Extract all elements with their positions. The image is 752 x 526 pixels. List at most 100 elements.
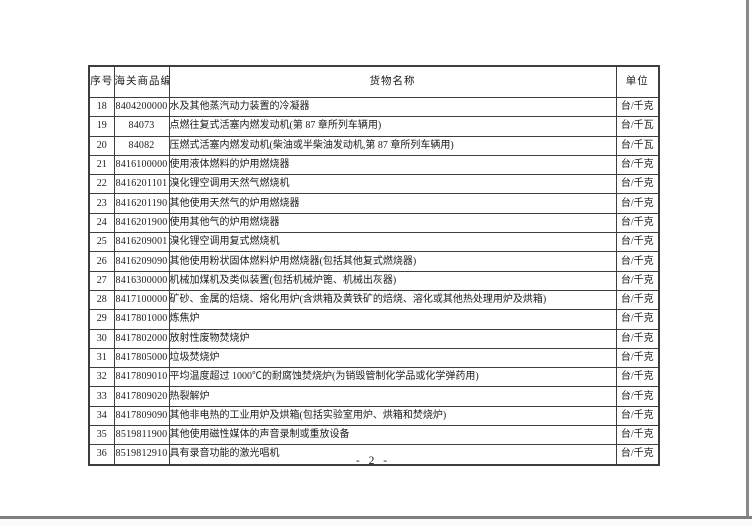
row-name-cell: 其他使用磁性媒体的声音录制或重放设备 [168, 425, 617, 446]
table-row: 35 8519811900 其他使用磁性媒体的声音录制或重放设备 台/千克 [88, 425, 660, 446]
row-name-cell: 热裂解炉 [168, 386, 617, 407]
row-serial-cell: 18 [88, 96, 115, 118]
row-name-cell: 炼焦炉 [168, 309, 617, 330]
row-serial-cell: 33 [88, 386, 115, 407]
row-unit-cell: 台/千克 [615, 386, 660, 407]
scan-edge-right [746, 0, 749, 519]
row-name-cell: 具有录音功能的激光唱机 [168, 444, 617, 466]
column-header-unit: 单位 [615, 65, 660, 98]
row-unit-cell: 台/千克 [615, 270, 660, 291]
column-header-goods-name: 货物名称 [168, 65, 617, 98]
row-unit-cell: 台/千克 [615, 232, 660, 253]
row-code-cell: 8519812910 [113, 444, 170, 466]
row-code-cell: 8417801000 [113, 309, 170, 330]
row-code-cell: 84073 [113, 116, 170, 137]
column-header-customs-code: 海关商品编号 [113, 65, 170, 98]
row-serial-cell: 24 [88, 212, 115, 234]
row-name-cell: 水及其他蒸汽动力装置的冷凝器 [168, 96, 617, 118]
table-row: 27 8416300000 机械加煤机及类似装置(包括机械炉篦、机械出灰器) 台/千克 [88, 270, 660, 291]
row-name-cell: 其他使用粉状固体燃料炉用燃烧器(包括其他复式燃烧器) [168, 251, 617, 272]
table-row: 20 84082 压燃式活塞内燃发动机(柴油或半柴油发动机,第 87 章所列车辆用)… [88, 135, 660, 156]
table-row: 32 8417809010 平均温度超过 1000℃的耐腐蚀焚烧炉(为销毁管制化学品… [88, 367, 660, 388]
table-row: 22 8416201101 溴化锂空调用天然气燃烧机 台/千克 [88, 174, 660, 195]
table-row: 33 8417809020 热裂解炉 台/千克 [88, 386, 660, 407]
row-unit-cell: 台/千克 [615, 444, 660, 466]
row-serial-cell: 32 [88, 367, 115, 388]
row-unit-cell: 台/千克 [615, 96, 660, 118]
row-name-cell: 其他非电热的工业用炉及烘箱(包括实验室用炉、烘箱和焚烧炉) [168, 405, 617, 427]
row-unit-cell: 台/千克 [615, 425, 660, 446]
row-unit-cell: 台/千克 [615, 251, 660, 272]
scan-edge-bottom [0, 516, 752, 519]
table-row: 36 8519812910 具有录音功能的激光唱机 台/千克 [88, 444, 660, 466]
row-unit-cell: 台/千克 [615, 328, 660, 349]
row-serial-cell: 19 [88, 116, 115, 137]
row-serial-cell: 26 [88, 251, 115, 272]
row-unit-cell: 台/千克 [615, 154, 660, 176]
row-unit-cell: 台/千克 [615, 405, 660, 427]
row-code-cell: 8417809090 [113, 405, 170, 427]
customs-goods-table: 序号 海关商品编号 货物名称 单位 188404200000水及其他蒸汽动力装置… [88, 65, 660, 466]
row-unit-cell: 台/千瓦 [615, 135, 660, 156]
row-name-cell: 点燃往复式活塞内燃发动机(第 87 章所列车辆用) [168, 116, 617, 137]
row-name-cell: 垃圾焚烧炉 [168, 347, 617, 369]
table-row: 25 8416209001 溴化锂空调用复式燃烧机 台/千克 [88, 232, 660, 253]
row-unit-cell: 台/千克 [615, 289, 660, 311]
row-code-cell: 84082 [113, 135, 170, 156]
row-code-cell: 8416100000 [113, 154, 170, 176]
row-code-cell: 8416209001 [113, 232, 170, 253]
row-unit-cell: 台/千克 [615, 212, 660, 234]
row-name-cell: 压燃式活塞内燃发动机(柴油或半柴油发动机,第 87 章所列车辆用) [168, 135, 617, 156]
table-row: 18 8404200000 水及其他蒸汽动力装置的冷凝器 台/千克 [88, 96, 660, 118]
row-unit-cell: 台/千克 [615, 193, 660, 214]
table-row: 34 8417809090 其他非电热的工业用炉及烘箱(包括实验室用炉、烘箱和焚烧炉… [88, 405, 660, 427]
row-name-cell: 机械加煤机及类似装置(包括机械炉篦、机械出灰器) [168, 270, 617, 291]
row-code-cell: 8417809010 [113, 367, 170, 388]
row-unit-cell: 台/千瓦 [615, 116, 660, 137]
row-code-cell: 8416201190 [113, 193, 170, 214]
row-name-cell: 溴化锂空调用天然气燃烧机 [168, 174, 617, 195]
row-code-cell: 8416201900 [113, 212, 170, 234]
table-header-row: 序号 海关商品编号 货物名称 单位 [88, 65, 660, 98]
row-serial-cell: 25 [88, 232, 115, 253]
row-serial-cell: 27 [88, 270, 115, 291]
row-unit-cell: 台/千克 [615, 309, 660, 330]
table-row: 28 8417100000 矿砂、金属的焙烧、熔化用炉(含烘箱及黄铁矿的焙烧、溶化或… [88, 289, 660, 311]
row-code-cell: 8417100000 [113, 289, 170, 311]
row-name-cell: 矿砂、金属的焙烧、熔化用炉(含烘箱及黄铁矿的焙烧、溶化或其他热处理用炉及烘箱) [168, 289, 617, 311]
table-body: 18 8404200000 水及其他蒸汽动力装置的冷凝器 台/千克 19 84073 点燃往… [88, 96, 660, 466]
row-name-cell: 使用液体燃料的炉用燃烧器 [168, 154, 617, 176]
row-serial-cell: 31 [88, 347, 115, 369]
row-name-cell: 放射性废物焚烧炉 [168, 328, 617, 349]
table-row: 24 8416201900 使用其他气的炉用燃烧器 台/千克 [88, 212, 660, 234]
row-serial-cell: 23 [88, 193, 115, 214]
row-name-cell: 使用其他气的炉用燃烧器 [168, 212, 617, 234]
row-serial-cell: 20 [88, 135, 115, 156]
row-serial-cell: 21 [88, 154, 115, 176]
row-unit-cell: 台/千克 [615, 347, 660, 369]
row-serial-cell: 34 [88, 405, 115, 427]
table-row: 31 8417805000 垃圾焚烧炉 台/千克 [88, 347, 660, 369]
table-row: 29 8417801000 炼焦炉 台/千克 [88, 309, 660, 330]
table-row: 26 8416209090 其他使用粉状固体燃料炉用燃烧器(包括其他复式燃烧器) 台/… [88, 251, 660, 272]
row-code-cell: 8417802000 [113, 328, 170, 349]
row-serial-cell: 22 [88, 174, 115, 195]
table-row: 23 8416201190 其他使用天然气的炉用燃烧器 台/千克 [88, 193, 660, 214]
column-header-serial: 序号 [88, 65, 115, 98]
row-name-cell: 其他使用天然气的炉用燃烧器 [168, 193, 617, 214]
row-code-cell: 8417809020 [113, 386, 170, 407]
table-row: 30 8417802000 放射性废物焚烧炉 台/千克 [88, 328, 660, 349]
table-row: 21 8416100000 使用液体燃料的炉用燃烧器 台/千克 [88, 154, 660, 176]
row-code-cell: 8416209090 [113, 251, 170, 272]
row-serial-cell: 35 [88, 425, 115, 446]
row-serial-cell: 29 [88, 309, 115, 330]
table-row: 19 84073 点燃往复式活塞内燃发动机(第 87 章所列车辆用) 台/千瓦 [88, 116, 660, 137]
scan-margin-bottom [0, 519, 752, 526]
row-code-cell: 8416201101 [113, 174, 170, 195]
row-code-cell: 8417805000 [113, 347, 170, 369]
page-number: - 2 - [355, 455, 391, 467]
row-code-cell: 8404200000 [113, 96, 170, 118]
row-code-cell: 8519811900 [113, 425, 170, 446]
row-unit-cell: 台/千克 [615, 367, 660, 388]
